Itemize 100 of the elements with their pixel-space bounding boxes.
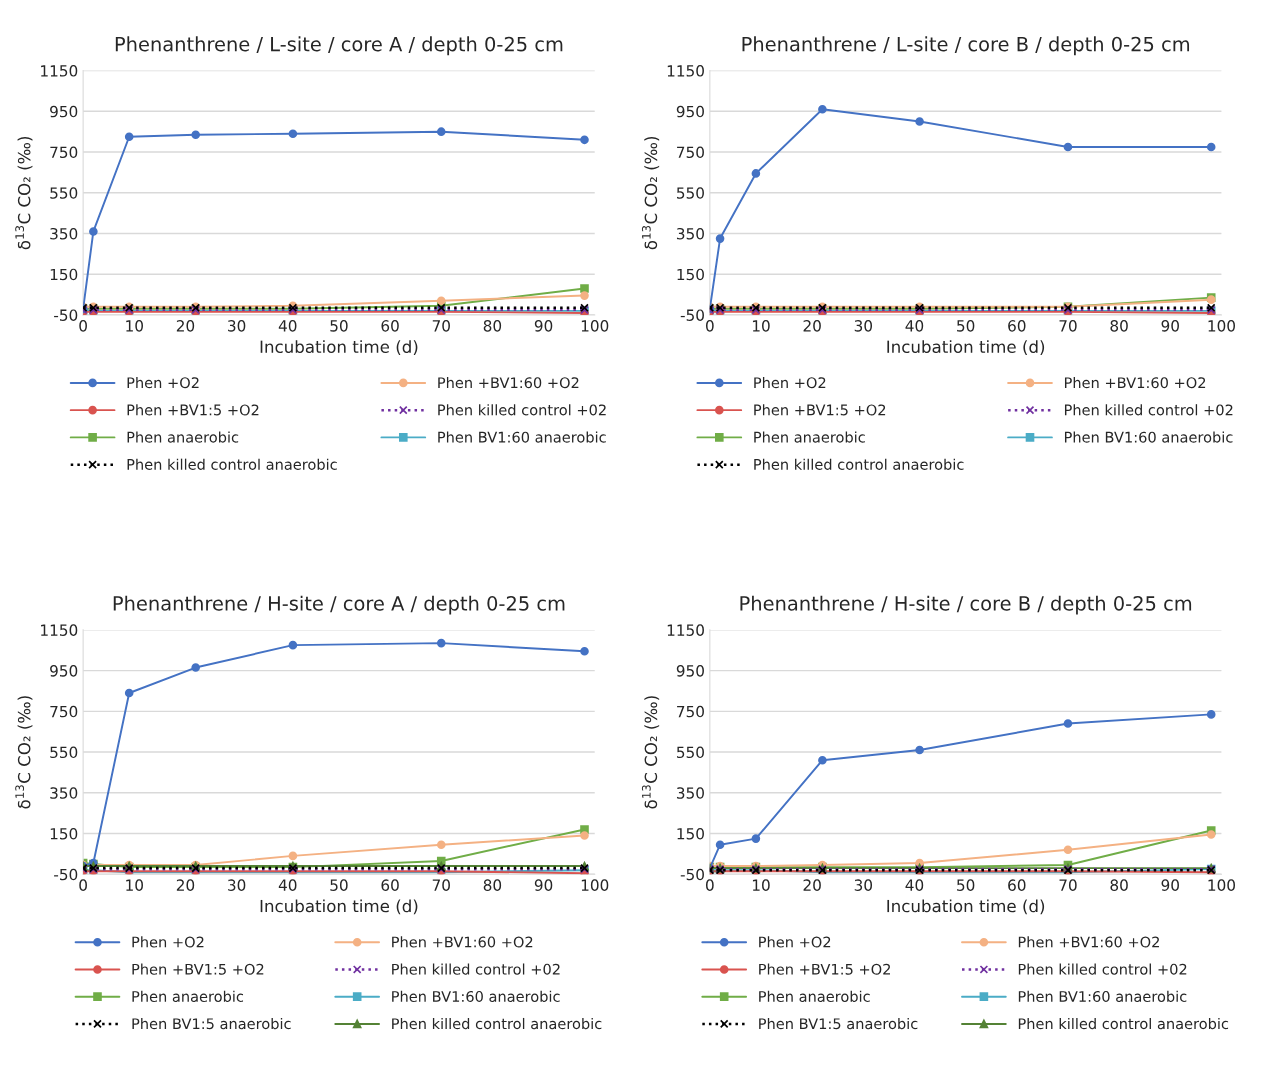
legend-label: Phen killed control anaerobic [392,1017,602,1030]
legend-label: Phen anaerobic [754,431,865,443]
y-tick-label: 350 [676,227,704,240]
x-tick-label: 70 [432,879,450,891]
x-tick-label: 80 [483,320,502,332]
legend-label: Phen BV1:60 anaerobic [392,990,560,1002]
x-tick-label: 10 [126,320,143,332]
x-tick-label: 60 [381,879,399,891]
x-tick-label: 100 [1208,879,1236,891]
x-tick-label: 70 [1059,879,1077,891]
legend-label: Phen +O2 [759,936,831,948]
x-tick-label: 60 [381,320,399,332]
x-axis-title: Incubation time (d) [260,899,418,915]
y-tick-label: 150 [677,827,704,840]
legend-label: Phen anaerobic [127,431,239,443]
legend-label: Phen BV1:5 anaerobic [132,1017,291,1030]
y-tick-label: 950 [676,105,704,118]
y-tick-label: 550 [677,187,704,199]
legend-label: Phen +BV1:5 +O2 [759,963,890,975]
legend-label: Phen killed control +02 [438,404,606,416]
x-axis-title: Incubation time (d) [887,340,1045,355]
x-tick-label: 50 [957,320,975,332]
y-axis-title: δ$^{13}$C CO₂ (‰) [641,696,660,809]
legend-label: Phen killed control +02 [1064,404,1233,416]
legend-label: Phen BV1:60 anaerobic [438,431,606,443]
x-tick-label: 10 [752,879,770,891]
x-tick-label: 30 [854,879,873,891]
y-tick-label: 1150 [41,65,78,77]
x-tick-label: 60 [1008,320,1026,332]
y-tick-label: 950 [676,665,704,677]
x-tick-label: 60 [1008,879,1026,891]
legend-label: Phen anaerobic [132,990,244,1002]
y-tick-label: 950 [50,665,78,677]
x-tick-label: 70 [432,320,450,332]
legend-label: Phen killed control anaerobic [1018,1017,1229,1030]
x-tick-label: 20 [803,879,821,891]
x-tick-label: 40 [905,879,924,891]
legend-label: Phen killed control +02 [1018,963,1187,975]
y-axis-title: δ$^{13}$C CO₂ (‰) [15,696,33,809]
y-tick-label: -50 [54,868,78,881]
x-tick-label: 40 [278,879,297,891]
x-tick-label: 0 [79,320,87,332]
legend-label: Phen +BV1:5 +O2 [132,963,264,975]
legend-label: Phen +BV1:60 +O2 [1064,376,1206,389]
x-tick-label: 50 [957,879,975,891]
legend-label: Phen BV1:5 anaerobic [759,1017,918,1030]
y-tick-label: 350 [50,227,78,240]
x-tick-label: 80 [1110,879,1128,891]
legend-label: Phen killed control anaerobic [754,458,964,470]
legend-label: Phen +O2 [754,376,826,389]
legend-label: Phen +O2 [132,936,204,948]
x-tick-label: 20 [176,879,195,891]
x-tick-label: 90 [1161,879,1179,891]
chart-title: Phenanthrene / L-site / core A / depth 0-25 cm [115,36,563,56]
x-tick-label: 50 [330,320,348,332]
y-axis-title: δ$^{13}$C CO₂ (‰) [641,136,660,250]
y-tick-label: 750 [50,146,78,159]
legend-label: Phen BV1:60 anaerobic [1064,431,1233,443]
chart-title: Phenanthrene / L-site / core B / depth 0-25 cm [742,36,1190,56]
legend-label: Phen killed control +02 [392,963,560,975]
x-tick-label: 0 [705,879,714,891]
x-tick-label: 0 [705,320,714,332]
x-tick-label: 20 [176,320,195,332]
y-tick-label: 750 [677,146,704,159]
chart-title: Phenanthrene / H-site / core A / depth 0-25 cm [113,595,565,615]
y-tick-label: 1150 [667,65,704,77]
y-axis-title: δ$^{13}$C CO₂ (‰) [15,136,33,250]
x-tick-label: 100 [1208,320,1236,332]
legend-label: Phen +BV1:5 +O2 [754,404,886,416]
legend-label: Phen anaerobic [759,990,870,1002]
y-tick-label: 550 [677,746,704,759]
x-tick-label: 100 [581,320,609,332]
legend-label: Phen +BV1:60 +O2 [392,936,533,948]
x-axis-title: Incubation time (d) [887,899,1045,915]
x-tick-label: 20 [803,320,821,332]
y-tick-label: 750 [677,705,704,718]
legend-label: Phen +BV1:60 +O2 [1018,936,1159,948]
x-tick-label: 10 [752,320,770,332]
y-tick-label: 550 [50,746,78,759]
chart-title: Phenanthrene / H-site / core B / depth 0-25 cm [740,595,1192,615]
legend-label: Phen +BV1:5 +O2 [127,404,259,416]
x-tick-label: 80 [483,879,502,891]
x-tick-label: 90 [1161,320,1179,332]
x-tick-label: 90 [534,320,553,332]
x-tick-label: 40 [905,320,924,332]
x-tick-label: 10 [126,879,143,891]
y-tick-label: 150 [50,827,78,840]
legend-label: Phen +O2 [127,376,199,389]
y-tick-label: 350 [50,787,78,799]
y-tick-label: 350 [676,787,704,799]
x-axis-title: Incubation time (d) [260,340,418,355]
x-tick-label: 90 [534,879,553,891]
x-tick-label: 100 [581,879,609,891]
x-tick-label: 50 [330,879,348,891]
y-tick-label: -50 [680,309,704,321]
y-tick-label: 750 [50,705,78,718]
y-tick-label: 1150 [667,624,704,636]
x-tick-label: 40 [278,320,297,332]
y-tick-label: 550 [50,187,78,199]
y-tick-label: -50 [680,868,704,881]
